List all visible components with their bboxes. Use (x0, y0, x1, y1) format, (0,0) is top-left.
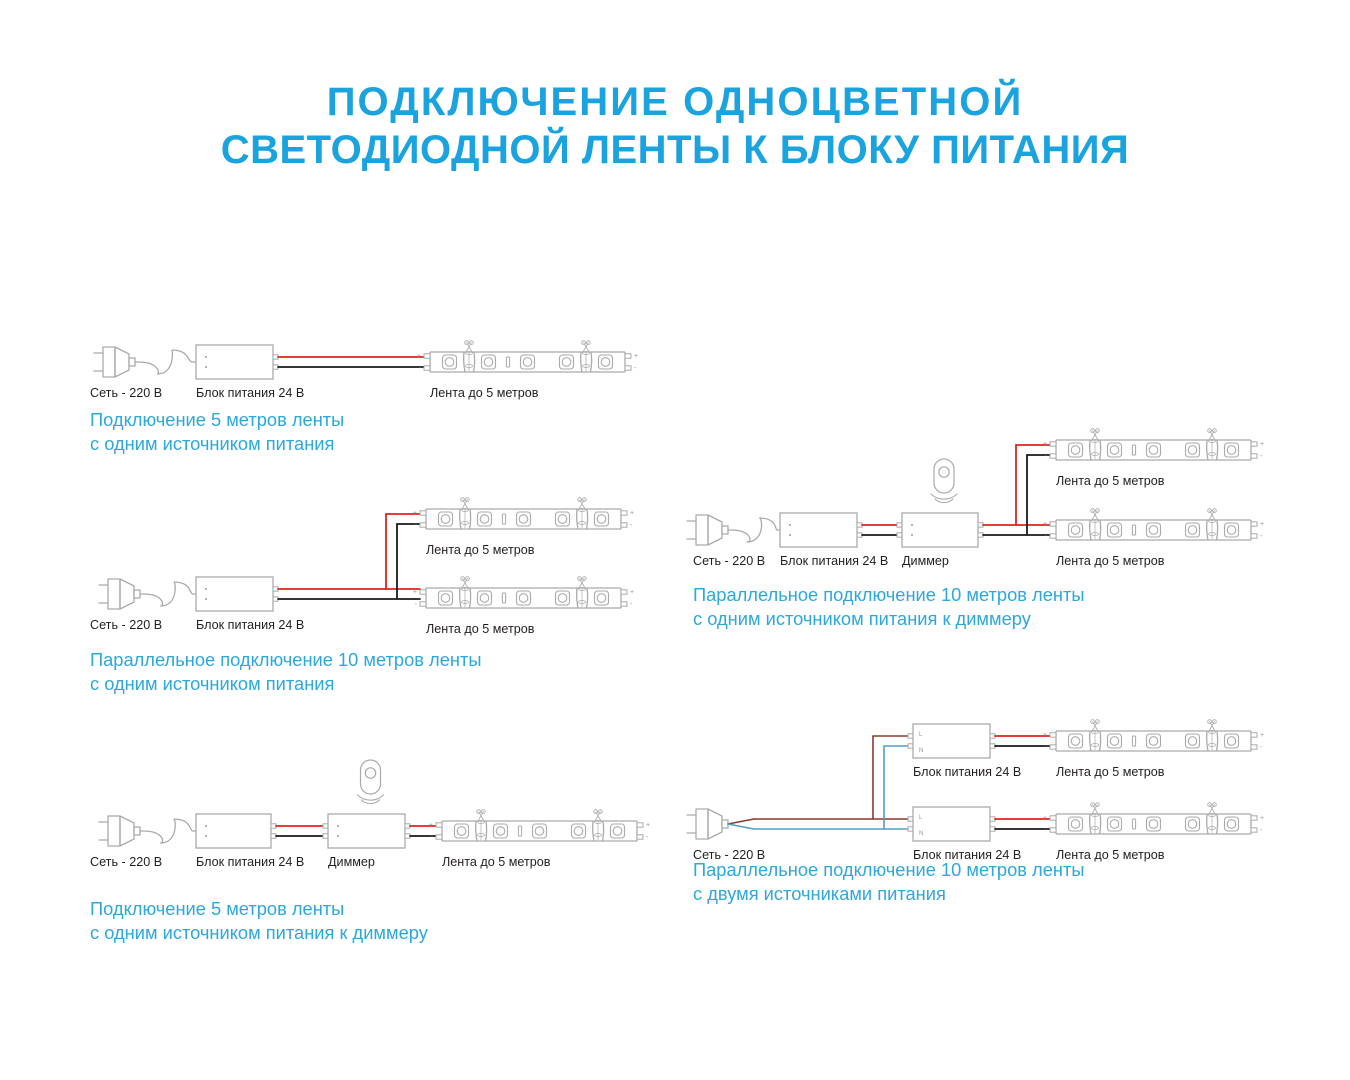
svg-text:-: - (1045, 453, 1048, 460)
svg-text:-: - (1045, 744, 1048, 751)
svg-text:-: - (630, 522, 633, 529)
svg-text:-: - (431, 834, 434, 841)
svg-text:+: + (646, 822, 650, 829)
svg-text:+: + (1260, 521, 1264, 528)
svg-text:+: + (429, 822, 433, 829)
svg-text:-: - (1260, 533, 1263, 540)
svg-text:-: - (630, 601, 633, 608)
svg-text:-: - (1045, 533, 1048, 540)
svg-text:N: N (919, 748, 923, 754)
svg-text:L: L (919, 815, 923, 821)
svg-text:N: N (919, 831, 923, 837)
svg-text:+: + (1043, 521, 1047, 528)
svg-text:+: + (630, 589, 634, 596)
svg-text:+: + (417, 353, 421, 360)
svg-text:-: - (419, 365, 422, 372)
svg-text:-: - (646, 834, 649, 841)
svg-text:+: + (1043, 441, 1047, 448)
svg-text:L: L (919, 732, 923, 738)
svg-text:-: - (634, 365, 637, 372)
svg-text:-: - (415, 601, 418, 608)
svg-text:-: - (1260, 744, 1263, 751)
svg-text:-: - (415, 522, 418, 529)
svg-text:+: + (1260, 441, 1264, 448)
svg-text:+: + (413, 589, 417, 596)
svg-text:+: + (413, 510, 417, 517)
svg-text:+: + (1043, 815, 1047, 822)
svg-text:-: - (1045, 827, 1048, 834)
svg-text:+: + (634, 353, 638, 360)
svg-text:-: - (1260, 453, 1263, 460)
svg-text:+: + (1260, 815, 1264, 822)
svg-text:-: - (1260, 827, 1263, 834)
svg-text:+: + (630, 510, 634, 517)
svg-text:+: + (1260, 732, 1264, 739)
svg-text:+: + (1043, 732, 1047, 739)
